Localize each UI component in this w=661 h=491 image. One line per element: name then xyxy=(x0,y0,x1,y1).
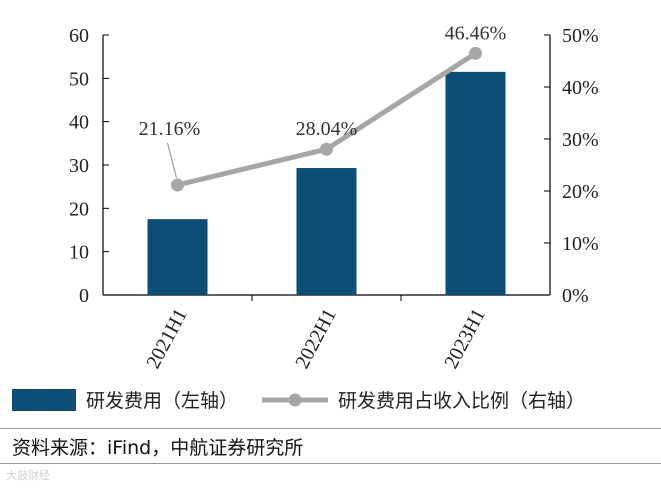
right-tick-label: 40% xyxy=(562,77,599,99)
chart: 0 10 20 30 40 50 60 0% 10% 20% 30% 40% 50% 2021H1 2022… xyxy=(12,22,599,412)
bar xyxy=(445,71,506,295)
line-point xyxy=(171,178,184,192)
legend-swatch-bar xyxy=(12,389,76,411)
legend: 研发费用（左轴） 研发费用占收入比例（右轴） xyxy=(12,389,585,412)
data-label: 46.46% xyxy=(445,22,507,44)
source-bar: 资料来源：iFind，中航证券研究所 xyxy=(0,428,661,464)
line-series xyxy=(171,46,482,192)
source-note: 资料来源：iFind，中航证券研究所 xyxy=(12,437,304,459)
left-tick-label: 50 xyxy=(69,68,89,90)
line-point xyxy=(320,142,333,156)
right-tick-label: 10% xyxy=(562,233,599,255)
bar xyxy=(296,168,357,295)
x-tick-label: 2022H1 xyxy=(291,305,341,372)
legend-label-bar: 研发费用（左轴） xyxy=(86,390,238,412)
line-point xyxy=(469,46,482,60)
left-tick-label: 10 xyxy=(69,242,89,264)
x-tick-label: 2021H1 xyxy=(142,305,192,372)
right-tick-label: 50% xyxy=(562,25,599,47)
bar-series xyxy=(147,71,506,295)
right-tick-label: 20% xyxy=(562,181,599,203)
left-tick-label: 40 xyxy=(69,112,89,134)
left-tick-label: 30 xyxy=(69,155,89,177)
left-tick-label: 20 xyxy=(69,198,89,220)
x-tick-label: 2023H1 xyxy=(440,305,490,372)
legend-swatch-marker xyxy=(288,393,302,407)
label-leader-line xyxy=(166,142,178,179)
data-label: 21.16% xyxy=(139,118,201,140)
data-labels: 21.16% 28.04% 46.46% xyxy=(139,22,507,179)
left-tick-label: 60 xyxy=(69,25,89,47)
right-tick-label: 30% xyxy=(562,129,599,151)
bar xyxy=(147,219,208,295)
right-tick-label: 0% xyxy=(562,285,589,307)
watermark: 大鼓财经 xyxy=(6,469,50,482)
left-tick-label: 0 xyxy=(79,285,89,307)
legend-label-line: 研发费用占收入比例（右轴） xyxy=(338,390,585,412)
data-label: 28.04% xyxy=(296,118,358,140)
